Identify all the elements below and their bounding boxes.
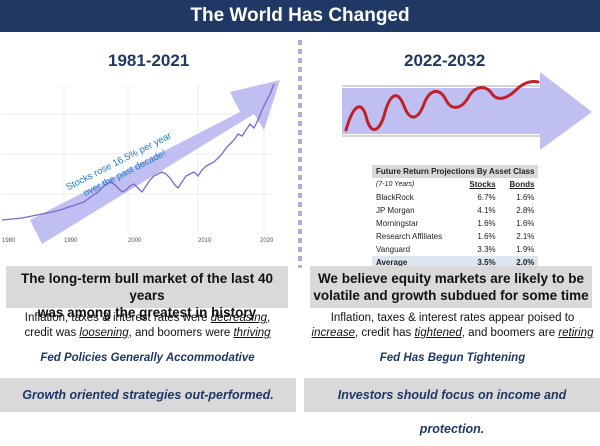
table-average-row: Average 3.5% 2.0% bbox=[372, 256, 539, 269]
axis-tick-1990: 1990 bbox=[64, 238, 78, 244]
wave-line bbox=[344, 80, 540, 132]
right-period-heading: 2022-2032 bbox=[404, 51, 486, 70]
right-callout-line2: volatile and growth subdued for some tim… bbox=[313, 288, 589, 303]
left-sub-2a: credit was bbox=[24, 327, 80, 339]
right-sub-em-tightened: tightened bbox=[414, 327, 462, 339]
axis-tick-2000: 2000 bbox=[128, 238, 142, 244]
future-wave-chart bbox=[342, 72, 592, 150]
left-sub-em-thriving: thriving bbox=[233, 327, 271, 339]
left-callout-line2: was among the greatest in history bbox=[37, 305, 257, 320]
row-name: Research Affiliates bbox=[376, 232, 443, 241]
right-sub-em-increase: increase bbox=[311, 327, 355, 339]
growth-arrow bbox=[30, 80, 280, 244]
table-row: Vanguard 3.3% 1.9% bbox=[372, 243, 538, 256]
avg-label: Average bbox=[372, 256, 460, 269]
left-sub-1b: , bbox=[267, 312, 271, 324]
table-header-row: (7-10 Years) Stocks Bonds bbox=[372, 178, 538, 191]
panel-divider bbox=[298, 40, 302, 268]
row-name: Vanguard bbox=[376, 245, 411, 254]
axis-tick-1980: 1980 bbox=[2, 238, 16, 244]
table-row: Morningstar 1.6% 1.6% bbox=[372, 217, 538, 230]
table-subtitle: (7-10 Years) bbox=[376, 181, 415, 188]
left-bottom-bar: Growth oriented strategies out-performed… bbox=[0, 378, 296, 412]
future-arrow bbox=[342, 72, 592, 150]
row-stocks: 1.6% bbox=[477, 219, 496, 228]
chart-gridlines bbox=[2, 84, 272, 232]
row-bonds: 1.6% bbox=[516, 219, 535, 228]
table-row: BlackRock 6.7% 1.6% bbox=[372, 191, 538, 204]
row-stocks: 6.7% bbox=[477, 193, 496, 202]
table-row: Research Affiliates 1.6% 2.1% bbox=[372, 230, 538, 243]
avg-bonds: 2.0% bbox=[499, 256, 539, 269]
projection-table: Future Return Projections By Asset Class… bbox=[372, 165, 539, 269]
slide-title: The World Has Changed bbox=[0, 0, 600, 32]
row-stocks: 3.3% bbox=[477, 245, 496, 254]
stock-history-chart: 1980 1990 2000 2010 2020 Stocks rose 16.… bbox=[2, 74, 284, 254]
table-title: Future Return Projections By Asset Class bbox=[376, 167, 535, 176]
left-policy: Fed Policies Generally Accommodative bbox=[40, 352, 255, 364]
row-bonds: 1.9% bbox=[516, 245, 535, 254]
left-sub-em-decreasing: decreasing bbox=[210, 312, 268, 324]
avg-stocks: 3.5% bbox=[459, 256, 500, 269]
axis-tick-2020: 2020 bbox=[260, 238, 274, 244]
row-name: BlackRock bbox=[376, 193, 414, 202]
row-name: Morningstar bbox=[376, 219, 419, 228]
right-sub-em-retiring: retiring bbox=[558, 327, 594, 339]
price-line bbox=[2, 83, 275, 221]
table-row: JP Morgan 4.1% 2.8% bbox=[372, 204, 538, 217]
row-stocks: 1.6% bbox=[477, 232, 496, 241]
left-callout: The long-term bull market of the last 40… bbox=[6, 266, 288, 320]
left-sub-em-loosening: loosening bbox=[79, 327, 129, 339]
left-callout-line1: The long-term bull market of the last 40… bbox=[20, 271, 274, 303]
right-bottom-bar: Investors should focus on income and pro… bbox=[304, 378, 600, 436]
right-sub-2b: , and boomers are bbox=[461, 327, 559, 339]
left-sub-2b: , and boomers were bbox=[128, 327, 234, 339]
table-title-row: Future Return Projections By Asset Class bbox=[372, 165, 539, 178]
row-bonds: 2.1% bbox=[516, 232, 535, 241]
left-period-heading: 1981-2021 bbox=[108, 51, 190, 70]
row-bonds: 1.6% bbox=[516, 193, 535, 202]
right-callout: We believe equity markets are likely to … bbox=[310, 266, 592, 308]
col-stocks: Stocks bbox=[469, 180, 496, 189]
col-bonds: Bonds bbox=[509, 180, 535, 189]
right-subtext: Inflation, taxes & interest rates appear… bbox=[305, 311, 600, 341]
right-policy: Fed Has Begun Tightening bbox=[379, 352, 526, 364]
left-sub-1a: Inflation, taxes & interest rates were bbox=[24, 312, 211, 324]
row-name: JP Morgan bbox=[376, 206, 415, 215]
row-stocks: 4.1% bbox=[477, 206, 496, 215]
right-sub-1: Inflation, taxes & interest rates appear… bbox=[330, 312, 575, 324]
left-subtext: Inflation, taxes & interest rates were d… bbox=[0, 311, 295, 341]
right-callout-line1: We believe equity markets are likely to … bbox=[317, 271, 585, 286]
row-bonds: 2.8% bbox=[516, 206, 535, 215]
axis-tick-2010: 2010 bbox=[198, 238, 212, 244]
right-sub-2a: , credit has bbox=[355, 327, 415, 339]
